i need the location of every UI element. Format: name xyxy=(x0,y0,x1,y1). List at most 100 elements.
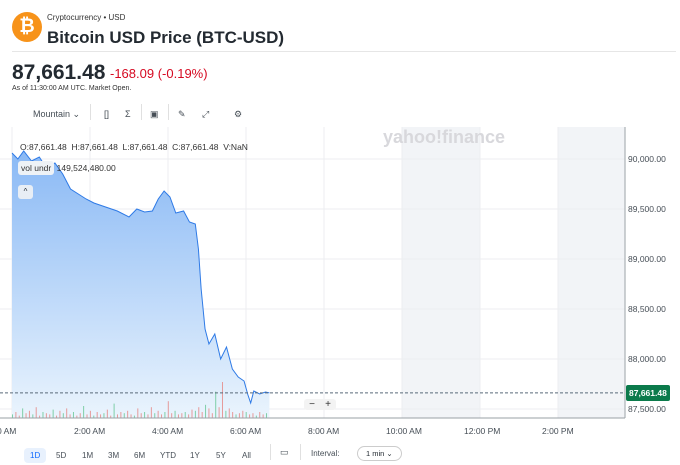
volume-bar xyxy=(174,410,176,418)
volume-bar xyxy=(96,412,98,418)
volume-bar xyxy=(22,408,24,418)
range-button-5y[interactable]: 5Y xyxy=(216,451,226,460)
volume-bar xyxy=(211,413,213,418)
y-tick-label: 90,000.00 xyxy=(628,154,666,164)
volume-bar xyxy=(52,409,54,418)
volume-bar xyxy=(194,410,196,418)
volume-bar xyxy=(83,406,85,418)
calendar-icon[interactable]: ▭ xyxy=(280,447,289,457)
expand-icon[interactable]: ⤢ xyxy=(202,109,210,119)
x-tick-label: 6:00 AM xyxy=(230,426,262,436)
volume-bar xyxy=(235,414,237,418)
volume-bar xyxy=(66,408,68,418)
volume-bar xyxy=(150,407,152,418)
volume-bar xyxy=(242,410,244,418)
interval-label: Interval: xyxy=(311,449,340,458)
range-button-all[interactable]: All xyxy=(242,451,251,460)
divider xyxy=(12,51,676,52)
volume-bar xyxy=(76,415,78,418)
chart-type-label: Mountain xyxy=(33,109,71,119)
volume-bar xyxy=(93,415,95,418)
range-button-6m[interactable]: 6M xyxy=(134,451,146,460)
volume-bar xyxy=(110,415,112,418)
as-of-timestamp: As of 11:30:00 AM UTC. Market Open. xyxy=(12,85,132,92)
range-button-ytd[interactable]: YTD xyxy=(160,451,176,460)
volume-bar xyxy=(113,403,115,418)
y-tick-label: 89,500.00 xyxy=(628,204,666,214)
volume-bar xyxy=(28,410,30,418)
range-button-1y[interactable]: 1Y xyxy=(190,451,200,460)
volume-bar xyxy=(157,410,159,418)
volume-bar xyxy=(191,409,193,418)
volume-bar xyxy=(72,412,74,418)
volume-value: 149,524,480.00 xyxy=(56,163,116,173)
price-change: -168.09 (-0.19%) xyxy=(110,66,208,81)
volume-bar xyxy=(205,404,207,418)
volume-bar xyxy=(42,412,44,418)
volume-bar xyxy=(177,414,179,418)
y-tick-label: 89,000.00 xyxy=(628,254,666,264)
zoom-in-button[interactable]: + xyxy=(325,399,331,410)
volume-bar xyxy=(215,391,217,418)
volume-bar xyxy=(103,413,105,418)
volume-bar xyxy=(56,415,58,418)
zoom-out-button[interactable]: − xyxy=(309,399,315,410)
volume-bar xyxy=(228,408,230,418)
indicators-sigma-icon[interactable]: Σ xyxy=(125,109,131,119)
volume-bar xyxy=(116,414,118,418)
volume-bar xyxy=(245,412,247,418)
volume-bar xyxy=(167,401,169,418)
range-button-1m[interactable]: 1M xyxy=(82,451,94,460)
volume-bar xyxy=(130,414,132,418)
divider xyxy=(270,444,271,460)
page-title: Bitcoin USD Price (BTC-USD) xyxy=(47,28,285,47)
volume-bar xyxy=(225,410,227,418)
x-tick-label: 2:00 AM xyxy=(74,426,106,436)
volume-bar xyxy=(59,410,61,418)
volume-bar xyxy=(137,408,139,418)
shaded-session xyxy=(402,127,480,418)
volume-bar xyxy=(154,413,156,418)
volume-bar xyxy=(198,407,200,418)
x-tick-label: 2:00 PM xyxy=(542,426,574,436)
volume-bar xyxy=(255,415,257,418)
volume-bar xyxy=(62,413,64,418)
volume-bar xyxy=(86,414,88,418)
chart-type-dropdown[interactable]: Mountain ⌄ xyxy=(33,109,81,119)
volume-bar xyxy=(164,412,166,418)
collapse-legend-button[interactable]: ^ xyxy=(18,185,33,199)
compare-bracket-icon[interactable]: [] xyxy=(104,109,110,119)
calendar-event-icon[interactable]: ▣ xyxy=(150,109,159,119)
volume-bar xyxy=(144,412,146,418)
volume-bar xyxy=(32,414,34,418)
price-chart[interactable] xyxy=(0,124,680,424)
settings-gear-icon[interactable]: ⚙ xyxy=(234,109,243,119)
volume-bar xyxy=(127,410,129,418)
current-price: 87,661.48 xyxy=(12,61,106,84)
x-tick-label: 12:00 PM xyxy=(464,426,501,436)
interval-dropdown[interactable]: 1 min ⌄ xyxy=(357,446,402,461)
range-button-3m[interactable]: 3M xyxy=(108,451,120,460)
volume-bar xyxy=(15,412,17,418)
range-button-1d[interactable]: 1D xyxy=(24,448,47,463)
change-value: -168.09 xyxy=(110,66,155,81)
volume-bar xyxy=(208,408,210,418)
draw-pencil-icon[interactable]: ✎ xyxy=(178,109,186,119)
price-area xyxy=(12,151,270,418)
volume-legend: vol undr 149,524,480.00 xyxy=(18,161,116,175)
volume-bar xyxy=(249,414,251,418)
zoom-controls: − + xyxy=(304,399,336,410)
volume-bar xyxy=(25,413,27,418)
volume-bar xyxy=(259,412,261,418)
x-tick-label: 8:00 AM xyxy=(308,426,340,436)
volume-bar xyxy=(201,412,203,418)
range-button-5d[interactable]: 5D xyxy=(56,451,67,460)
volume-bar xyxy=(262,414,264,418)
yahoo-finance-watermark: yahoo!finance xyxy=(383,127,506,147)
x-tick-label: 4:00 AM xyxy=(152,426,184,436)
volume-bar xyxy=(39,415,41,418)
volume-bar xyxy=(133,415,135,418)
divider xyxy=(90,104,91,120)
volume-bar xyxy=(69,414,71,418)
volume-bar xyxy=(161,414,163,418)
